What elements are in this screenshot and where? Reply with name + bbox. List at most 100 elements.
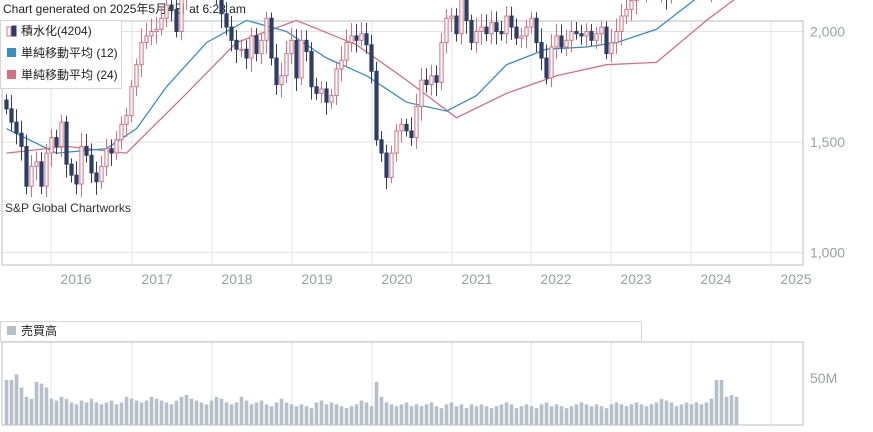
volume-bar xyxy=(44,387,49,425)
volume-bar xyxy=(429,402,434,425)
volume-bar xyxy=(434,406,439,425)
volume-bar xyxy=(244,400,249,425)
volume-bar xyxy=(114,404,119,425)
candle-body xyxy=(69,163,74,176)
volume-bar xyxy=(234,402,239,425)
candle-body xyxy=(509,15,514,28)
candle-body xyxy=(354,35,359,41)
candle-body xyxy=(54,137,59,147)
candle-body xyxy=(179,0,184,33)
y-tick-label: 1,000 xyxy=(810,245,845,261)
candle-body xyxy=(389,152,394,178)
candle-body xyxy=(594,33,599,41)
volume-bar xyxy=(214,396,219,425)
candle-body xyxy=(274,57,279,86)
volume-bar xyxy=(89,398,94,425)
volume-bar xyxy=(594,404,599,425)
candle-body xyxy=(79,145,84,185)
candle-body xyxy=(119,123,124,141)
volume-bar xyxy=(629,404,634,425)
candle-body xyxy=(549,46,554,79)
volume-bar xyxy=(4,379,9,425)
volume-bar xyxy=(174,400,179,425)
volume-bar xyxy=(299,404,304,425)
volume-bar xyxy=(229,404,234,425)
volume-bar xyxy=(149,396,154,425)
volume-bar xyxy=(209,400,214,425)
x-tick-label: 2017 xyxy=(141,271,172,287)
candle-body xyxy=(559,35,564,48)
candle-body xyxy=(384,152,389,178)
volume-bar xyxy=(359,400,364,425)
candle-body xyxy=(349,35,354,44)
candle-body xyxy=(579,33,584,37)
volume-bar xyxy=(219,398,224,425)
volume-bar xyxy=(394,406,399,425)
volume-bar xyxy=(669,402,674,425)
volume-panel: 売買高 50M xyxy=(0,321,837,426)
candle-body xyxy=(479,26,484,32)
candle-body xyxy=(334,68,339,97)
sma12-line xyxy=(6,0,696,154)
volume-bar xyxy=(569,406,574,425)
volume-bar xyxy=(529,406,534,425)
y-tick-label: 50M xyxy=(810,370,837,386)
volume-bar xyxy=(449,402,454,425)
x-tick-label: 2019 xyxy=(301,271,332,287)
volume-bar xyxy=(674,406,679,425)
legend-candle-up-icon xyxy=(6,26,12,37)
volume-bar xyxy=(364,402,369,425)
candle-body xyxy=(344,42,349,61)
candle-body xyxy=(544,57,549,79)
candle-body xyxy=(319,88,324,94)
candle-body xyxy=(304,39,309,52)
volume-bar xyxy=(54,400,59,425)
volume-bar xyxy=(379,396,384,425)
volume-legend-box xyxy=(0,321,642,342)
volume-bar xyxy=(689,404,694,425)
x-tick-label: 2016 xyxy=(60,271,91,287)
volume-bar xyxy=(724,396,729,425)
candle-body xyxy=(609,42,614,55)
candle-body xyxy=(164,4,169,19)
volume-bar xyxy=(79,400,84,425)
candle-body xyxy=(329,95,334,103)
volume-bar xyxy=(39,383,44,425)
volume-bar xyxy=(224,402,229,425)
volume-bar xyxy=(459,404,464,425)
candle-body xyxy=(339,59,344,70)
volume-bar xyxy=(664,400,669,425)
volume-bar xyxy=(374,381,379,425)
candle-body xyxy=(409,130,414,139)
volume-bar xyxy=(439,408,444,425)
candle-body xyxy=(124,114,129,125)
watermark-text: S&P Global Chartworks xyxy=(5,201,131,215)
volume-bar xyxy=(169,404,174,425)
candle-body xyxy=(429,75,434,86)
volume-bar xyxy=(284,402,289,425)
x-tick-label: 2023 xyxy=(620,271,651,287)
candle-body xyxy=(64,121,69,165)
volume-bar xyxy=(544,402,549,425)
candle-body xyxy=(569,31,574,41)
volume-bar xyxy=(134,400,139,425)
volume-bar xyxy=(24,396,29,425)
volume-bar xyxy=(94,402,99,425)
candle-body xyxy=(159,17,164,30)
volume-bar xyxy=(409,406,414,425)
candle-body xyxy=(269,17,274,59)
candle-body xyxy=(44,152,49,187)
volume-bar xyxy=(504,402,509,425)
candle-body xyxy=(74,174,79,185)
candle-body xyxy=(154,28,159,32)
candle-body xyxy=(289,39,294,55)
candle-body xyxy=(229,26,234,41)
candle-body xyxy=(254,35,259,55)
candle-body xyxy=(309,50,314,88)
volume-bar xyxy=(199,402,204,425)
volume-bar xyxy=(574,404,579,425)
volume-bar xyxy=(484,406,489,425)
volume-bar xyxy=(519,406,524,425)
candle-body xyxy=(94,172,99,183)
volume-bar xyxy=(314,402,319,425)
